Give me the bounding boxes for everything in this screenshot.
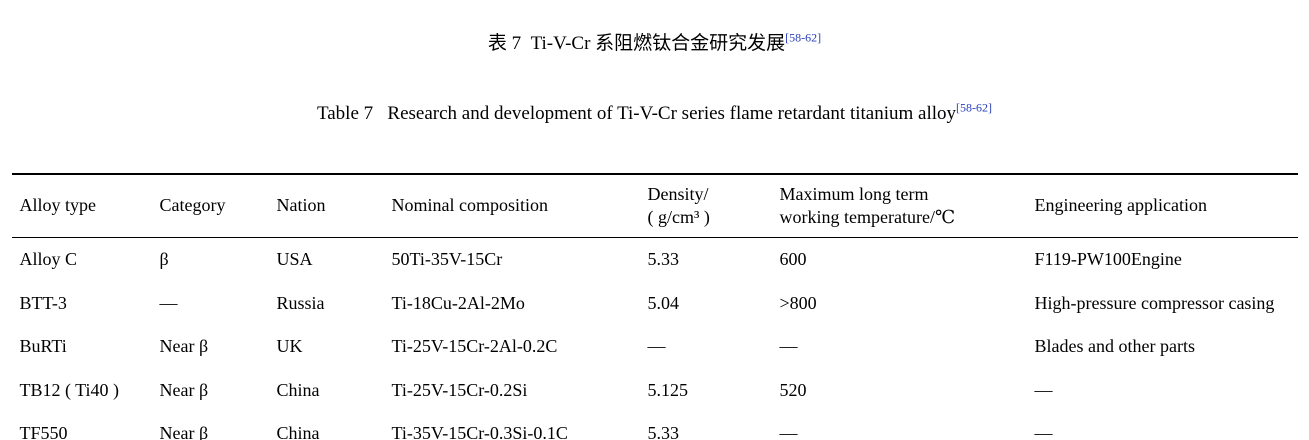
table-cell: — (779, 422, 798, 440)
citation-ref: [58-62] (785, 30, 822, 45)
table-body: Alloy C β USA 50Ti-35V-15Cr 5.33 600 F119-PW10… (12, 238, 1298, 440)
table-cell: 5.33 (647, 249, 680, 270)
table-cell: China (276, 422, 320, 440)
table-cell: >800 (779, 292, 817, 313)
table-cell: Near β (159, 379, 209, 400)
table-title-chinese-text: 表 7 Ti-V-Cr 系阻燃钛合金研究发展 (487, 33, 786, 54)
table-title-english: Table 7 Research and development of Ti-V… (0, 100, 1309, 126)
table-cell: Ti-25V-15Cr-2Al-0.2C (391, 336, 558, 357)
table-head-row: Alloy type Category Nation Nominal composit… (11, 174, 1298, 238)
table-row: BTT-3 — Russia Ti-18Cu-2Al-2Mo 5.04 >800 High-… (12, 282, 1298, 325)
citation-ref: [58-62] (956, 100, 993, 115)
table-cell: 50Ti-35V-15Cr (391, 249, 503, 270)
table-cell: China (276, 379, 320, 400)
table-cell: β (159, 249, 169, 270)
table-cell: Ti-18Cu-2Al-2Mo (391, 292, 525, 313)
table-cell: 5.04 (647, 292, 680, 313)
column-header: Density/ ( g/cm³ ) (647, 183, 710, 228)
table-cell: Ti-25V-15Cr-0.2Si (391, 379, 528, 400)
table-cell: — (1034, 379, 1053, 400)
table-title-english-text: Table 7 Research and development of Ti-V… (316, 102, 957, 124)
table-cell: F119-PW100Engine (1034, 249, 1182, 270)
table-cell: Alloy C (19, 249, 78, 270)
table-head: Alloy type Category Nation Nominal composit… (11, 174, 1298, 238)
table-cell: Near β (159, 336, 209, 357)
column-header: Nominal composition (391, 195, 549, 216)
table-title-chinese: 表 7 Ti-V-Cr 系阻燃钛合金研究发展[58-62] (0, 30, 1309, 55)
table-cell: 600 (779, 249, 807, 270)
column-header: Engineering application (1034, 195, 1207, 216)
table-cell: 5.33 (647, 422, 680, 440)
table-cell: — (779, 336, 798, 357)
table-cell: BTT-3 (19, 292, 67, 313)
table-cell: Russia (276, 292, 325, 313)
table-cell: 5.125 (647, 379, 689, 400)
table-row: BuRTi Near β UK Ti-25V-15Cr-2Al-0.2C — — Blade… (12, 325, 1298, 368)
table-cell: — (1034, 422, 1053, 440)
table-cell: Blades and other parts (1034, 336, 1195, 357)
table-cell: UK (276, 336, 303, 357)
table-captions: 表 7 Ti-V-Cr 系阻燃钛合金研究发展[58-62] Table 7 Re… (0, 0, 1309, 162)
table-row: TB12 ( Ti40 ) Near β China Ti-25V-15Cr-0.2S… (12, 369, 1298, 412)
column-header: Category (159, 195, 226, 216)
table-cell: TF550 (19, 422, 68, 440)
table-cell: High-pressure compressor casing (1034, 292, 1275, 313)
table-cell: USA (276, 249, 313, 270)
table-cell: TB12 ( Ti40 ) (19, 379, 120, 400)
table-row: TF550 Near β China Ti-35V-15Cr-0.3Si-0.1C 5.… (12, 412, 1298, 440)
table-cell: BuRTi (19, 336, 67, 357)
table-cell: — (159, 292, 178, 313)
table-cell: Ti-35V-15Cr-0.3Si-0.1C (391, 422, 568, 440)
table-cell: — (647, 336, 666, 357)
table-cell: Near β (159, 422, 209, 440)
table-cell: 520 (779, 379, 807, 400)
column-header: Alloy type (19, 195, 97, 216)
column-header: Nation (276, 195, 326, 216)
column-header: Maximum long term working temperature/℃ (779, 183, 956, 228)
table-row: Alloy C β USA 50Ti-35V-15Cr 5.33 600 F119-PW10… (12, 238, 1298, 282)
alloy-table: Alloy type Category Nation Nominal composit… (11, 172, 1298, 440)
